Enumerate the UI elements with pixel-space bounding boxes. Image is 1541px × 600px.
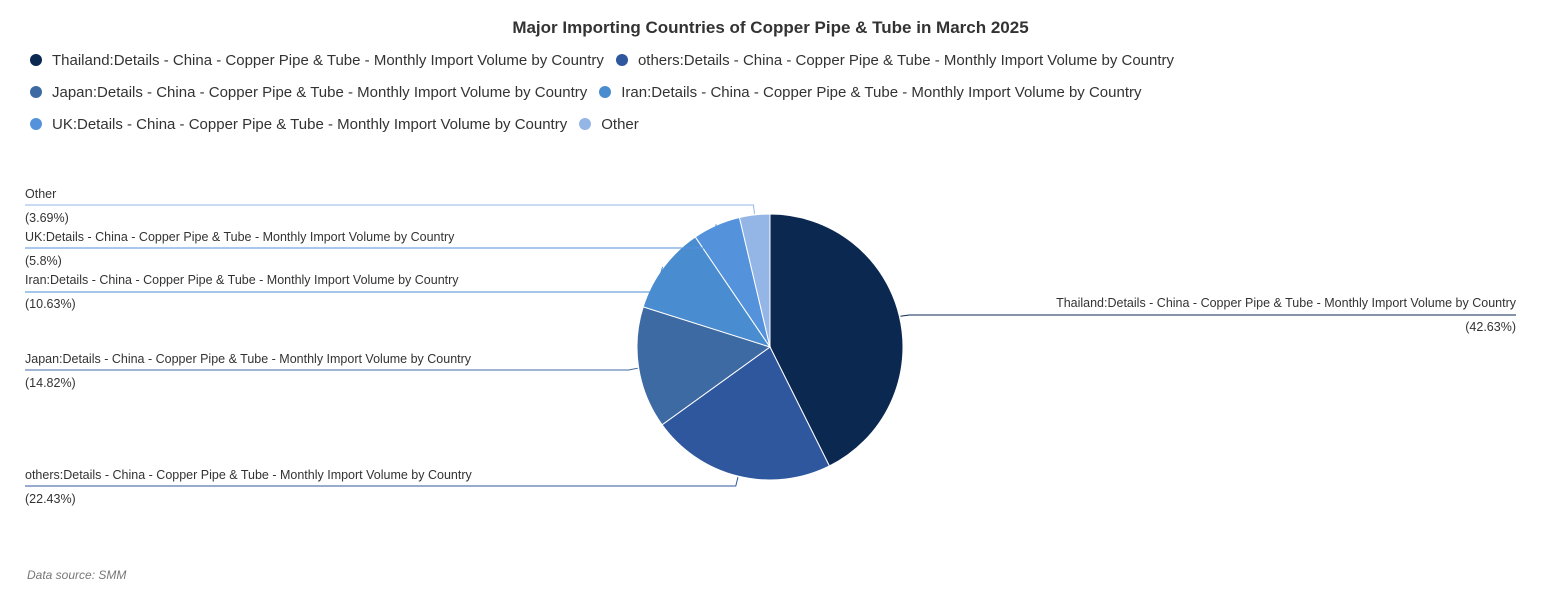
legend-label: Other — [601, 115, 639, 133]
slice-percent-label: (5.8%) — [25, 254, 62, 268]
slice-percent-label: (14.82%) — [25, 376, 76, 390]
slice-label: Iran:Details - China - Copper Pipe & Tub… — [25, 273, 459, 287]
slice-percent-label: (10.63%) — [25, 297, 76, 311]
pie-slice[interactable] — [661, 346, 831, 481]
pie-slice[interactable] — [738, 213, 771, 348]
legend-marker — [579, 118, 592, 130]
chart-legend: Thailand:Details - China - Copper Pipe &… — [30, 44, 1230, 140]
data-source-note: Data source: SMM — [27, 568, 127, 582]
legend-label: Thailand:Details - China - Copper Pipe &… — [52, 51, 604, 69]
label-leader-line — [900, 314, 1516, 317]
label-leader-line — [25, 266, 664, 293]
pie-slice[interactable] — [642, 236, 772, 348]
legend-marker — [599, 86, 612, 98]
slice-label: others:Details - China - Copper Pipe & T… — [25, 468, 472, 482]
chart-title: Major Importing Countries of Copper Pipe… — [512, 18, 1029, 37]
legend-marker — [30, 54, 42, 66]
legend-label: UK:Details - China - Copper Pipe & Tube … — [52, 115, 568, 133]
legend-item[interactable]: Other — [579, 116, 639, 133]
legend-item[interactable]: Thailand:Details - China - Copper Pipe &… — [30, 52, 604, 69]
slice-label: UK:Details - China - Copper Pipe & Tube … — [25, 230, 455, 244]
legend-label: Iran:Details - China - Copper Pipe & Tub… — [621, 83, 1142, 101]
label-leader-line — [25, 476, 739, 487]
legend-label: Japan:Details - China - Copper Pipe & Tu… — [52, 83, 588, 101]
label-leader-line — [25, 367, 638, 371]
slice-label: Thailand:Details - China - Copper Pipe &… — [1056, 296, 1517, 310]
legend-item[interactable]: Japan:Details - China - Copper Pipe & Tu… — [30, 84, 587, 101]
slice-percent-label: (3.69%) — [25, 211, 69, 225]
slice-label: Japan:Details - China - Copper Pipe & Tu… — [25, 352, 472, 366]
legend-row: Japan:Details - China - Copper Pipe & Tu… — [30, 76, 1230, 108]
legend-item[interactable]: others:Details - China - Copper Pipe & T… — [615, 51, 1175, 69]
slice-percent-label: (42.63%) — [1465, 320, 1516, 334]
legend-item[interactable]: Iran:Details - China - Copper Pipe & Tub… — [599, 83, 1142, 101]
legend-marker — [30, 86, 42, 98]
legend-item[interactable]: UK:Details - China - Copper Pipe & Tube … — [30, 116, 567, 133]
legend-label: others:Details - China - Copper Pipe & T… — [637, 51, 1175, 69]
slice-percent-label: (22.43%) — [25, 492, 76, 506]
slice-label: Other — [25, 187, 56, 201]
legend-row: UK:Details - China - Copper Pipe & Tube … — [30, 108, 1230, 140]
legend-marker — [30, 118, 42, 130]
label-leader-line — [25, 204, 755, 214]
pie-slice[interactable] — [769, 213, 904, 467]
label-leader-line — [25, 224, 717, 249]
pie-slice[interactable] — [636, 306, 772, 426]
legend-marker — [615, 54, 628, 66]
legend-row: Thailand:Details - China - Copper Pipe &… — [30, 44, 1230, 76]
